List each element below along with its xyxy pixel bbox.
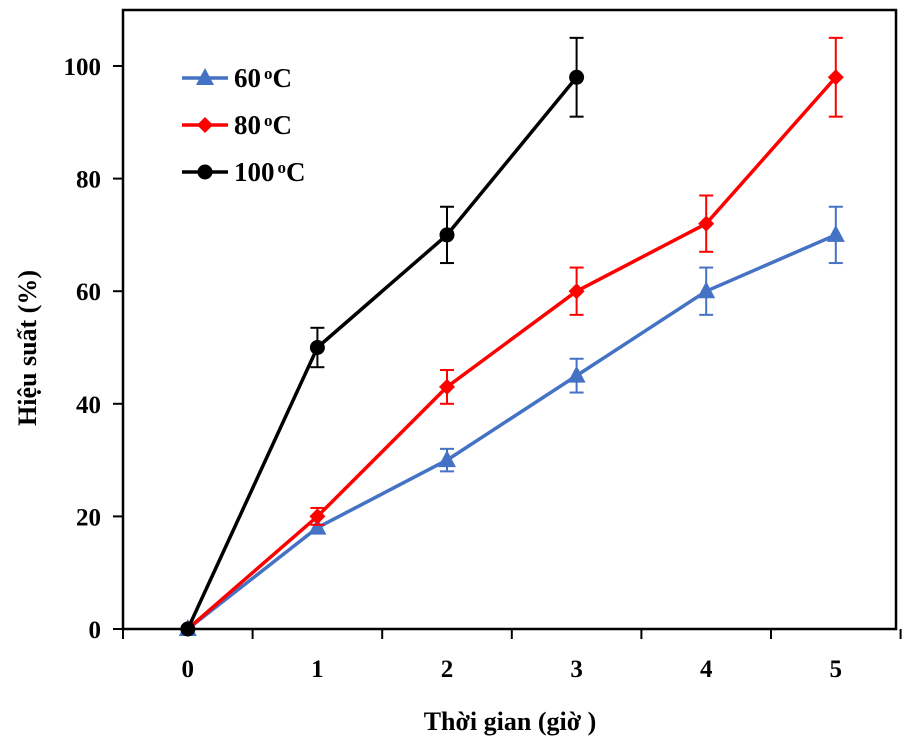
x-tick-label: 5	[830, 656, 843, 683]
x-tick-label: 3	[570, 656, 583, 683]
data-point	[309, 340, 325, 355]
y-tick-label: 60	[76, 279, 101, 306]
series-100	[180, 36, 585, 637]
data-point	[180, 621, 196, 637]
data-point	[568, 283, 585, 300]
series-line	[186, 76, 838, 631]
data-point	[569, 69, 585, 85]
data-point	[439, 227, 455, 243]
data-point	[698, 215, 715, 232]
legend-marker	[196, 68, 214, 85]
data-point	[697, 281, 716, 299]
series-line	[186, 76, 578, 630]
data-point	[567, 365, 586, 383]
data-point	[308, 517, 327, 535]
x-axis: 0 1 2 3 4 5	[122, 629, 902, 683]
x-tick-label: 1	[311, 656, 324, 683]
plot-frame	[121, 8, 898, 631]
x-tick-label: 2	[441, 656, 454, 683]
series-60	[178, 205, 845, 636]
legend-marker	[197, 117, 213, 133]
y-tick-label: 20	[76, 504, 101, 531]
data-point	[309, 508, 326, 525]
legend: 60 oC 80 oC 100 oC	[182, 63, 306, 187]
x-tick-label: 4	[700, 656, 713, 683]
y-tick-label: 100	[64, 54, 102, 81]
y-tick-label: 80	[76, 167, 101, 194]
y-axis-title: Hiệu suất (%)	[13, 270, 42, 426]
plot-border	[121, 8, 898, 631]
series-line	[186, 233, 837, 631]
legend-label: 100 oC	[234, 157, 306, 187]
x-tick-label: 0	[182, 656, 195, 683]
data-point	[827, 69, 844, 86]
data-point	[826, 224, 845, 242]
data-point	[438, 450, 456, 468]
legend-label: 80 oC	[234, 110, 292, 140]
y-axis: 0 20 40 60 80 100	[64, 54, 123, 644]
series-layer	[178, 36, 845, 637]
legend-marker	[197, 164, 213, 180]
legend-label: 60 oC	[234, 63, 292, 93]
data-point	[439, 378, 455, 395]
x-axis-title: Thời gian (giờ )	[424, 707, 597, 736]
y-tick-label: 0	[89, 617, 102, 644]
y-tick-label: 40	[76, 392, 101, 419]
